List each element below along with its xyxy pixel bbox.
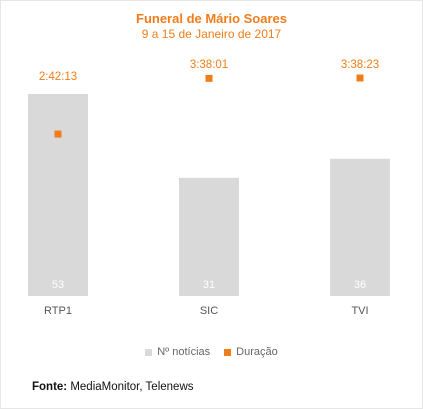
duration-point-sic[interactable] bbox=[205, 74, 213, 82]
legend-swatch-noticias bbox=[145, 348, 153, 356]
bar-tvi[interactable] bbox=[330, 158, 390, 296]
bar-value-label: 53 bbox=[52, 279, 64, 291]
duration-label-tvi: 3:38:23 bbox=[341, 59, 379, 71]
duration-point-tvi[interactable] bbox=[356, 74, 364, 82]
chart-title: Funeral de Mário Soares bbox=[136, 11, 287, 26]
legend-item-duracao[interactable]: Duração bbox=[224, 346, 278, 358]
duration-point-rtp1[interactable] bbox=[54, 130, 62, 138]
source-label: Fonte: bbox=[32, 381, 68, 393]
legend-label-duracao: Duração bbox=[236, 346, 278, 358]
legend-swatch-duracao bbox=[224, 348, 232, 356]
source-text: MediaMonitor, Telenews bbox=[67, 381, 194, 393]
bar-sic[interactable] bbox=[179, 177, 239, 296]
legend-item-noticias[interactable]: Nº notícias bbox=[145, 346, 210, 358]
chart-legend: Nº notícias Duração bbox=[0, 346, 423, 358]
bar-rtp1[interactable] bbox=[28, 94, 88, 296]
duration-label-rtp1: 2:42:13 bbox=[39, 71, 77, 83]
bar-value-label: 31 bbox=[203, 279, 215, 291]
category-label-tvi: TVI bbox=[351, 305, 368, 317]
chart-subtitle: 9 a 15 de Janeiro de 2017 bbox=[141, 27, 282, 41]
legend-label-noticias: Nº notícias bbox=[157, 346, 211, 358]
bar-value-label: 36 bbox=[354, 279, 366, 291]
category-label-sic: SIC bbox=[200, 305, 218, 317]
duration-label-sic: 3:38:01 bbox=[190, 59, 228, 71]
category-label-rtp1: RTP1 bbox=[44, 305, 72, 317]
source-note: Fonte: MediaMonitor, Telenews bbox=[32, 381, 194, 393]
